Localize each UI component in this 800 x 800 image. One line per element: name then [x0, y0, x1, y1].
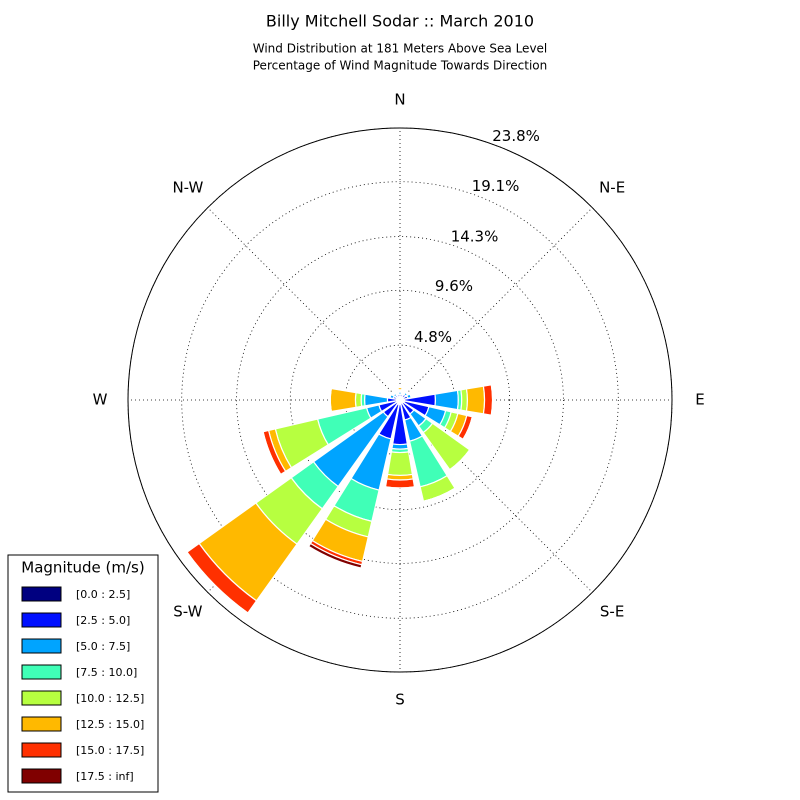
legend-swatch	[21, 612, 62, 628]
r-tick-label: 4.8%	[414, 328, 452, 346]
legend-label: [5.0 : 7.5]	[76, 640, 130, 653]
radial-grid-line	[399, 399, 593, 593]
r-tick-label: 19.1%	[472, 177, 520, 195]
grid-ring	[289, 289, 511, 511]
direction-label: N-E	[599, 178, 625, 196]
direction-label: N	[394, 91, 405, 109]
wind-segment	[411, 392, 414, 398]
wind-segment	[434, 389, 459, 411]
chart-subtitle: Wind Distribution at 181 Meters Above Se…	[253, 42, 548, 56]
legend-label: [10.0 : 12.5]	[76, 692, 144, 705]
direction-label: S	[395, 691, 405, 709]
wind-segment	[482, 384, 494, 416]
legend-label: [7.5 : 10.0]	[76, 666, 137, 679]
wind-segment	[462, 416, 473, 440]
direction-label: N-W	[172, 178, 203, 196]
direction-label: W	[93, 391, 108, 409]
wind-segment	[385, 486, 415, 489]
direction-label: E	[695, 391, 704, 409]
legend-swatch	[21, 664, 62, 680]
legend-label: [17.5 : inf]	[76, 770, 134, 783]
wind-segment	[386, 451, 414, 477]
legend-swatch	[21, 742, 62, 758]
r-tick-label: 14.3%	[451, 228, 499, 246]
legend-swatch	[21, 586, 62, 602]
wind-segment	[329, 388, 332, 412]
wind-segment	[384, 478, 416, 489]
r-tick-label: 23.8%	[492, 127, 540, 145]
direction-label: S-E	[600, 603, 624, 621]
chart-title: Billy Mitchell Sodar :: March 2010	[266, 12, 534, 31]
legend: Magnitude (m/s) [0.0 : 2.5] [2.5 : 5.0] [5.…	[7, 554, 159, 793]
legend-swatch	[21, 638, 62, 654]
legend-label: [0.0 : 2.5]	[76, 588, 130, 601]
grid-ring	[181, 181, 619, 619]
legend-swatch	[21, 716, 62, 732]
grid-ring	[127, 127, 673, 673]
legend-swatch	[21, 690, 62, 706]
grid-ring	[236, 236, 564, 564]
wind-segment	[307, 542, 363, 569]
legend-swatch	[21, 768, 62, 784]
wind-segment	[354, 391, 363, 409]
radial-grid-line	[399, 207, 593, 401]
wind-segment	[465, 385, 486, 415]
legend-label: [15.0 : 17.5]	[76, 744, 144, 757]
legend-label: [2.5 : 5.0]	[76, 614, 130, 627]
chart-subtitle: Percentage of Wind Magnitude Towards Dir…	[253, 59, 547, 73]
direction-label: S-W	[173, 603, 202, 621]
radial-grid-line	[207, 207, 401, 401]
wind-segment	[406, 390, 410, 394]
legend-label: [12.5 : 15.0]	[76, 718, 144, 731]
wind-segment	[329, 387, 357, 413]
legend-title: Magnitude (m/s)	[21, 559, 144, 577]
r-tick-label: 9.6%	[435, 277, 473, 295]
